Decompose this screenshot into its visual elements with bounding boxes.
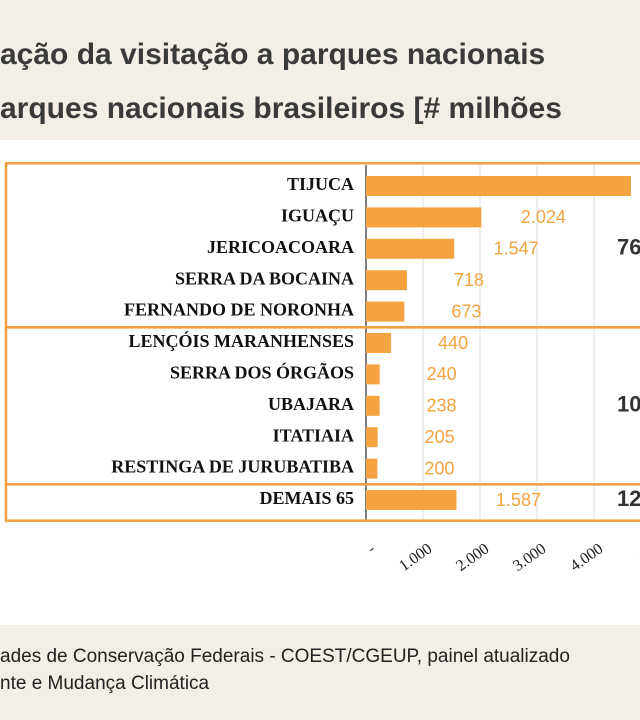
y-tick-label: RESTINGA DE JURUBATIBA — [111, 457, 354, 477]
y-tick-label: SERRA DOS ÓRGÃOS — [170, 362, 354, 383]
value-label: 1.587 — [496, 490, 541, 510]
y-tick-label: FERNANDO DE NORONHA — [124, 300, 354, 320]
y-tick-label: UBAJARA — [268, 394, 354, 414]
value-label: 673 — [451, 301, 481, 321]
y-tick-label: IGUAÇU — [281, 206, 354, 226]
source-note: ades de Conservação Federais - COEST/CGE… — [0, 646, 570, 667]
bar — [366, 490, 457, 510]
bar — [366, 458, 378, 479]
plot-background — [0, 140, 640, 625]
bar — [366, 301, 405, 322]
value-label: 1.547 — [494, 239, 539, 259]
value-label: 205 — [425, 427, 455, 447]
value-label: 240 — [427, 364, 457, 384]
value-label: 2.024 — [521, 207, 566, 227]
chart-title: arques nacionais brasileiros [# milhões — [0, 92, 562, 125]
value-label: 440 — [438, 333, 468, 353]
value-label: 238 — [427, 396, 457, 416]
group-label: 76 — [617, 235, 640, 260]
x-tick-label: 5.0 — [637, 540, 640, 565]
group-label: 10 — [617, 392, 640, 417]
bar — [366, 238, 455, 259]
bar — [366, 270, 407, 291]
chart-title: ação da visitação a parques nacionais — [0, 38, 545, 71]
source-note: nte e Mudança Climática — [0, 673, 210, 694]
bar — [366, 364, 380, 385]
bar — [366, 395, 380, 416]
y-tick-label: TIJUCA — [287, 174, 354, 194]
y-tick-label: SERRA DA BOCAINA — [175, 268, 354, 288]
bar — [366, 176, 632, 196]
group-label: 12 — [617, 486, 640, 511]
y-tick-label: JERICOACOARA — [207, 237, 354, 257]
group-box — [4, 483, 640, 522]
y-tick-label: ITATIAIA — [273, 425, 354, 445]
value-label: 718 — [454, 270, 484, 290]
bar — [366, 427, 378, 448]
value-label: 200 — [424, 458, 454, 478]
bar — [366, 333, 392, 353]
y-tick-label: DEMAIS 65 — [259, 488, 354, 508]
bar — [366, 207, 482, 228]
y-tick-label: LENÇÓIS MARANHENSES — [128, 330, 354, 351]
